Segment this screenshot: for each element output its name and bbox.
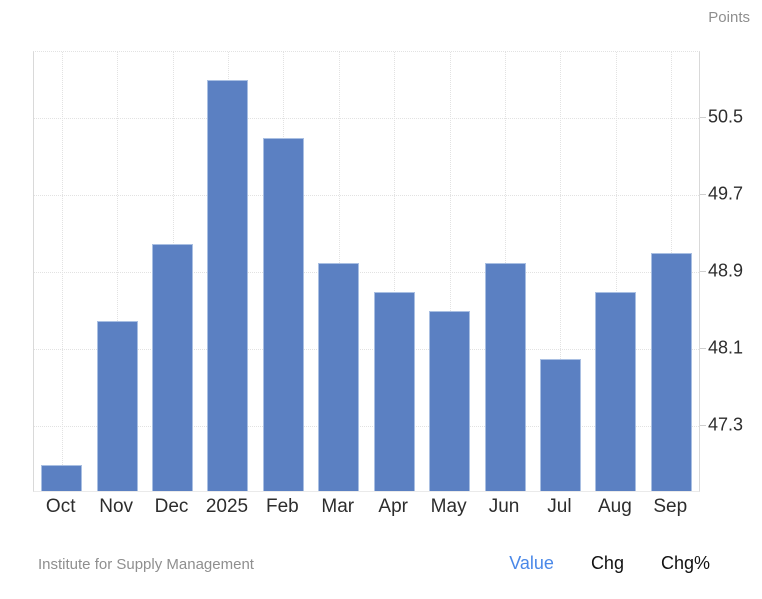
- x-tick-label-may: May: [430, 496, 467, 517]
- v-gridline: [560, 52, 562, 491]
- y-tick-label: 48.1: [708, 337, 744, 358]
- bar-sep[interactable]: [650, 253, 692, 491]
- x-tick-label-2025: 2025: [205, 496, 249, 517]
- bar-dec[interactable]: [152, 243, 194, 491]
- v-gridline: [394, 52, 396, 491]
- h-gridline: [34, 195, 699, 197]
- y-tick-mark: [700, 117, 706, 119]
- v-gridline: [615, 52, 617, 491]
- value-link[interactable]: Value: [509, 553, 554, 573]
- bar-may[interactable]: [429, 310, 471, 491]
- bar-oct[interactable]: [41, 465, 83, 491]
- x-tick-label-feb: Feb: [266, 496, 299, 517]
- y-tick-label: 48.9: [708, 260, 744, 281]
- y-tick-label: 50.5: [708, 106, 744, 127]
- v-gridline: [449, 52, 451, 491]
- y-tick-mark: [700, 425, 706, 427]
- bar-aug[interactable]: [595, 291, 637, 491]
- x-tick-label-mar: Mar: [321, 496, 355, 517]
- y-tick-mark: [700, 348, 706, 350]
- y-tick-label: 47.3: [708, 414, 744, 435]
- x-tick-label-oct: Oct: [45, 496, 76, 517]
- y-tick-mark: [700, 194, 706, 196]
- source-attribution-link[interactable]: Institute for Supply Management: [38, 556, 254, 573]
- h-gridline: [34, 272, 699, 274]
- bar-jun[interactable]: [484, 262, 526, 491]
- chg-link[interactable]: Chg: [590, 553, 624, 573]
- bar-2025[interactable]: [207, 79, 249, 491]
- bar-apr[interactable]: [373, 291, 415, 491]
- y-tick-mark: [700, 271, 706, 273]
- x-tick-label-jul: Jul: [547, 496, 572, 517]
- bar-mar[interactable]: [318, 262, 360, 491]
- bar-jul[interactable]: [539, 359, 581, 491]
- footer-mode-links: Value Chg Chg%: [509, 553, 710, 574]
- v-gridline: [61, 52, 63, 491]
- v-gridline: [117, 52, 119, 491]
- plot-area: [33, 51, 700, 492]
- bar-feb[interactable]: [262, 137, 304, 491]
- h-gridline: [34, 426, 699, 428]
- x-tick-label-apr: Apr: [378, 496, 408, 517]
- x-tick-label-sep: Sep: [653, 496, 688, 517]
- chg-percent-link[interactable]: Chg%: [660, 553, 710, 573]
- y-axis-unit-label: Points: [708, 9, 750, 26]
- x-tick-label-jun: Jun: [488, 496, 520, 517]
- bar-nov[interactable]: [96, 320, 138, 491]
- y-tick-label: 49.7: [708, 183, 744, 204]
- x-tick-label-nov: Nov: [99, 496, 134, 517]
- h-gridline: [34, 118, 699, 120]
- h-gridline: [34, 349, 699, 351]
- x-tick-label-aug: Aug: [597, 496, 632, 517]
- x-tick-label-dec: Dec: [154, 496, 189, 517]
